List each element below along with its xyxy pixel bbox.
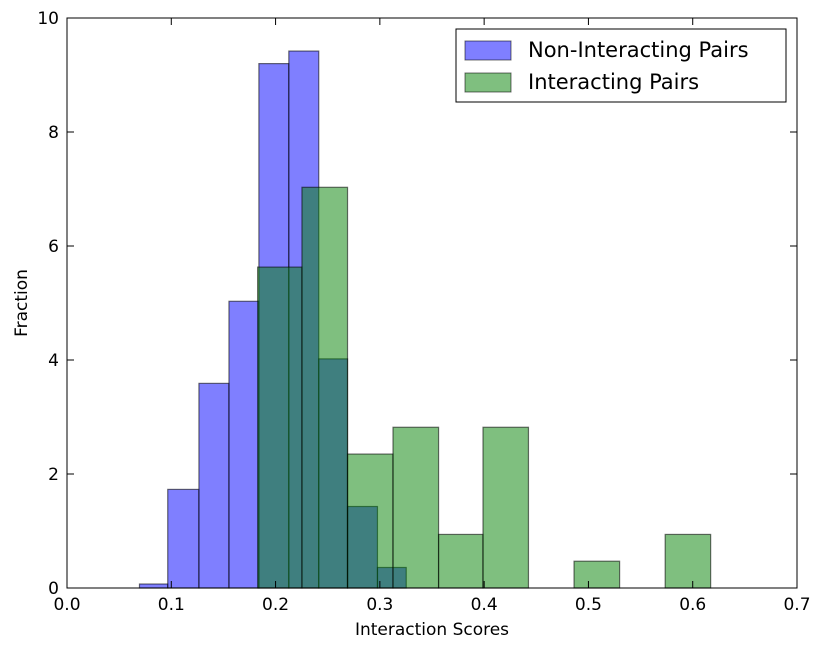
x-tick-label: 0.3 [366, 595, 393, 615]
plot-frame [66, 17, 798, 589]
y-tick-label: 0 [48, 579, 59, 599]
bar-non-interacting-2 [198, 382, 230, 589]
ticks-layer: 0.0 0.1 0.2 0.3 0.4 0.5 0.6 0.7 0 2 4 6 8 10 [37, 9, 810, 615]
y-tick-label: 10 [37, 9, 59, 29]
bar-interacting-3 [392, 426, 440, 589]
x-tick-label: 0.0 [53, 595, 80, 615]
bar-non-interacting-0 [138, 583, 169, 589]
x-tick-label: 0.6 [679, 595, 706, 615]
x-tick-label: 0.1 [158, 595, 185, 615]
legend-swatch-interacting [464, 72, 512, 93]
bar-interacting-9 [664, 533, 712, 589]
y-tick-label: 8 [48, 123, 59, 143]
x-tick-label: 0.5 [575, 595, 602, 615]
y-axis-label: Fraction [12, 269, 32, 337]
x-tick-label: 0.4 [471, 595, 498, 615]
x-tick-label: 0.2 [262, 595, 289, 615]
legend-label-interacting: Interacting Pairs [528, 70, 699, 94]
bar-interacting-1 [301, 186, 349, 589]
y-tick-label: 4 [48, 351, 59, 371]
bar-interacting-0 [257, 266, 303, 589]
legend-swatch-non-interacting [464, 40, 512, 61]
bar-non-interacting-3 [228, 300, 260, 589]
bar-interacting-2 [346, 453, 394, 589]
bar-interacting-4 [437, 533, 484, 589]
bar-interacting-5 [482, 426, 530, 589]
x-axis-label: Interaction Scores [355, 620, 509, 640]
bar-interacting-7 [573, 560, 621, 589]
legend: Non-Interacting Pairs Interacting Pairs [455, 28, 787, 103]
bars-layer [138, 50, 712, 589]
legend-label-non-interacting: Non-Interacting Pairs [528, 38, 749, 62]
bar-non-interacting-1 [167, 488, 200, 589]
x-tick-label: 0.7 [783, 595, 810, 615]
y-tick-label: 6 [48, 237, 59, 257]
y-tick-label: 2 [48, 465, 59, 485]
